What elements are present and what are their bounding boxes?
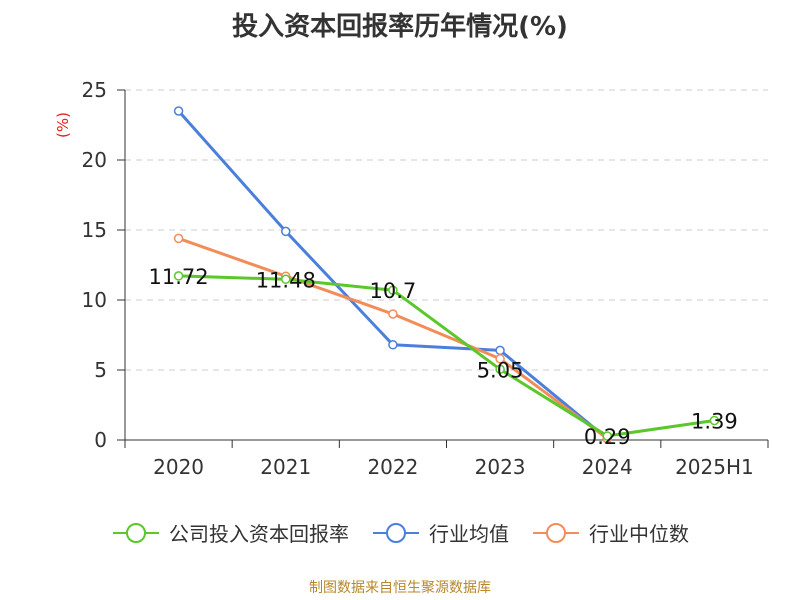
legend-marker-icon [373,522,419,543]
y-axis-label: (%) [54,112,72,138]
data-point [495,354,505,364]
data-point [495,345,505,356]
data-point [388,309,398,319]
data-point [709,415,720,426]
x-tick-label: 2024 [582,455,633,479]
legend-circle [546,522,566,543]
data-label: 5.05 [477,358,524,382]
series-line [178,274,715,438]
y-tick-label: 5 [94,358,107,382]
data-label: 0.29 [584,425,631,449]
legend-label: 行业均值 [429,522,509,546]
x-tick-label: 2021 [260,455,311,479]
data-label: 11.72 [149,265,209,289]
legend-circle [126,522,146,543]
y-tick-label: 0 [94,428,107,452]
x-tick-label: 2022 [367,455,418,479]
source-note: 制图数据来自恒生聚源数据库 [309,580,491,596]
line-chart: 0 5 10 15 20 25 (%) 2020 2021 2022 2023 2024 2025H1 1… [54,78,769,479]
data-point [388,340,398,350]
legend-circle [386,522,406,543]
legend-label: 行业中位数 [589,522,689,546]
x-tick-label: 2025H1 [675,455,754,479]
data-label: 10.7 [370,279,417,303]
data-point [602,431,612,441]
legend-item[interactable]: 行业均值 [371,518,509,547]
x-tick-label: 2020 [153,455,204,479]
data-point [281,274,291,285]
x-tick-label: 2023 [475,455,526,479]
legend-label: 公司投入资本回报率 [169,522,349,546]
legend-marker-icon [113,522,159,543]
data-label: 11.48 [256,268,316,292]
data-point [495,364,505,375]
y-tick-label: 10 [82,288,107,312]
y-tick-label: 15 [82,218,107,242]
legend-item[interactable]: 公司投入资本回报率 [111,518,349,547]
data-point [173,271,184,281]
y-tick-label: 20 [82,148,107,172]
chart-legend: 公司投入资本回报率 行业均值 行业中位数 [0,518,800,547]
data-point [388,285,398,295]
data-label: 1.39 [691,410,738,434]
data-point [281,226,291,237]
data-point [173,106,184,116]
legend-item[interactable]: 行业中位数 [531,518,689,547]
data-point [173,233,184,244]
legend-marker-icon [533,522,579,543]
chart-title: 投入资本回报率历年情况(%) [232,12,568,42]
y-tick-label: 25 [82,78,107,102]
series-line [178,236,609,440]
